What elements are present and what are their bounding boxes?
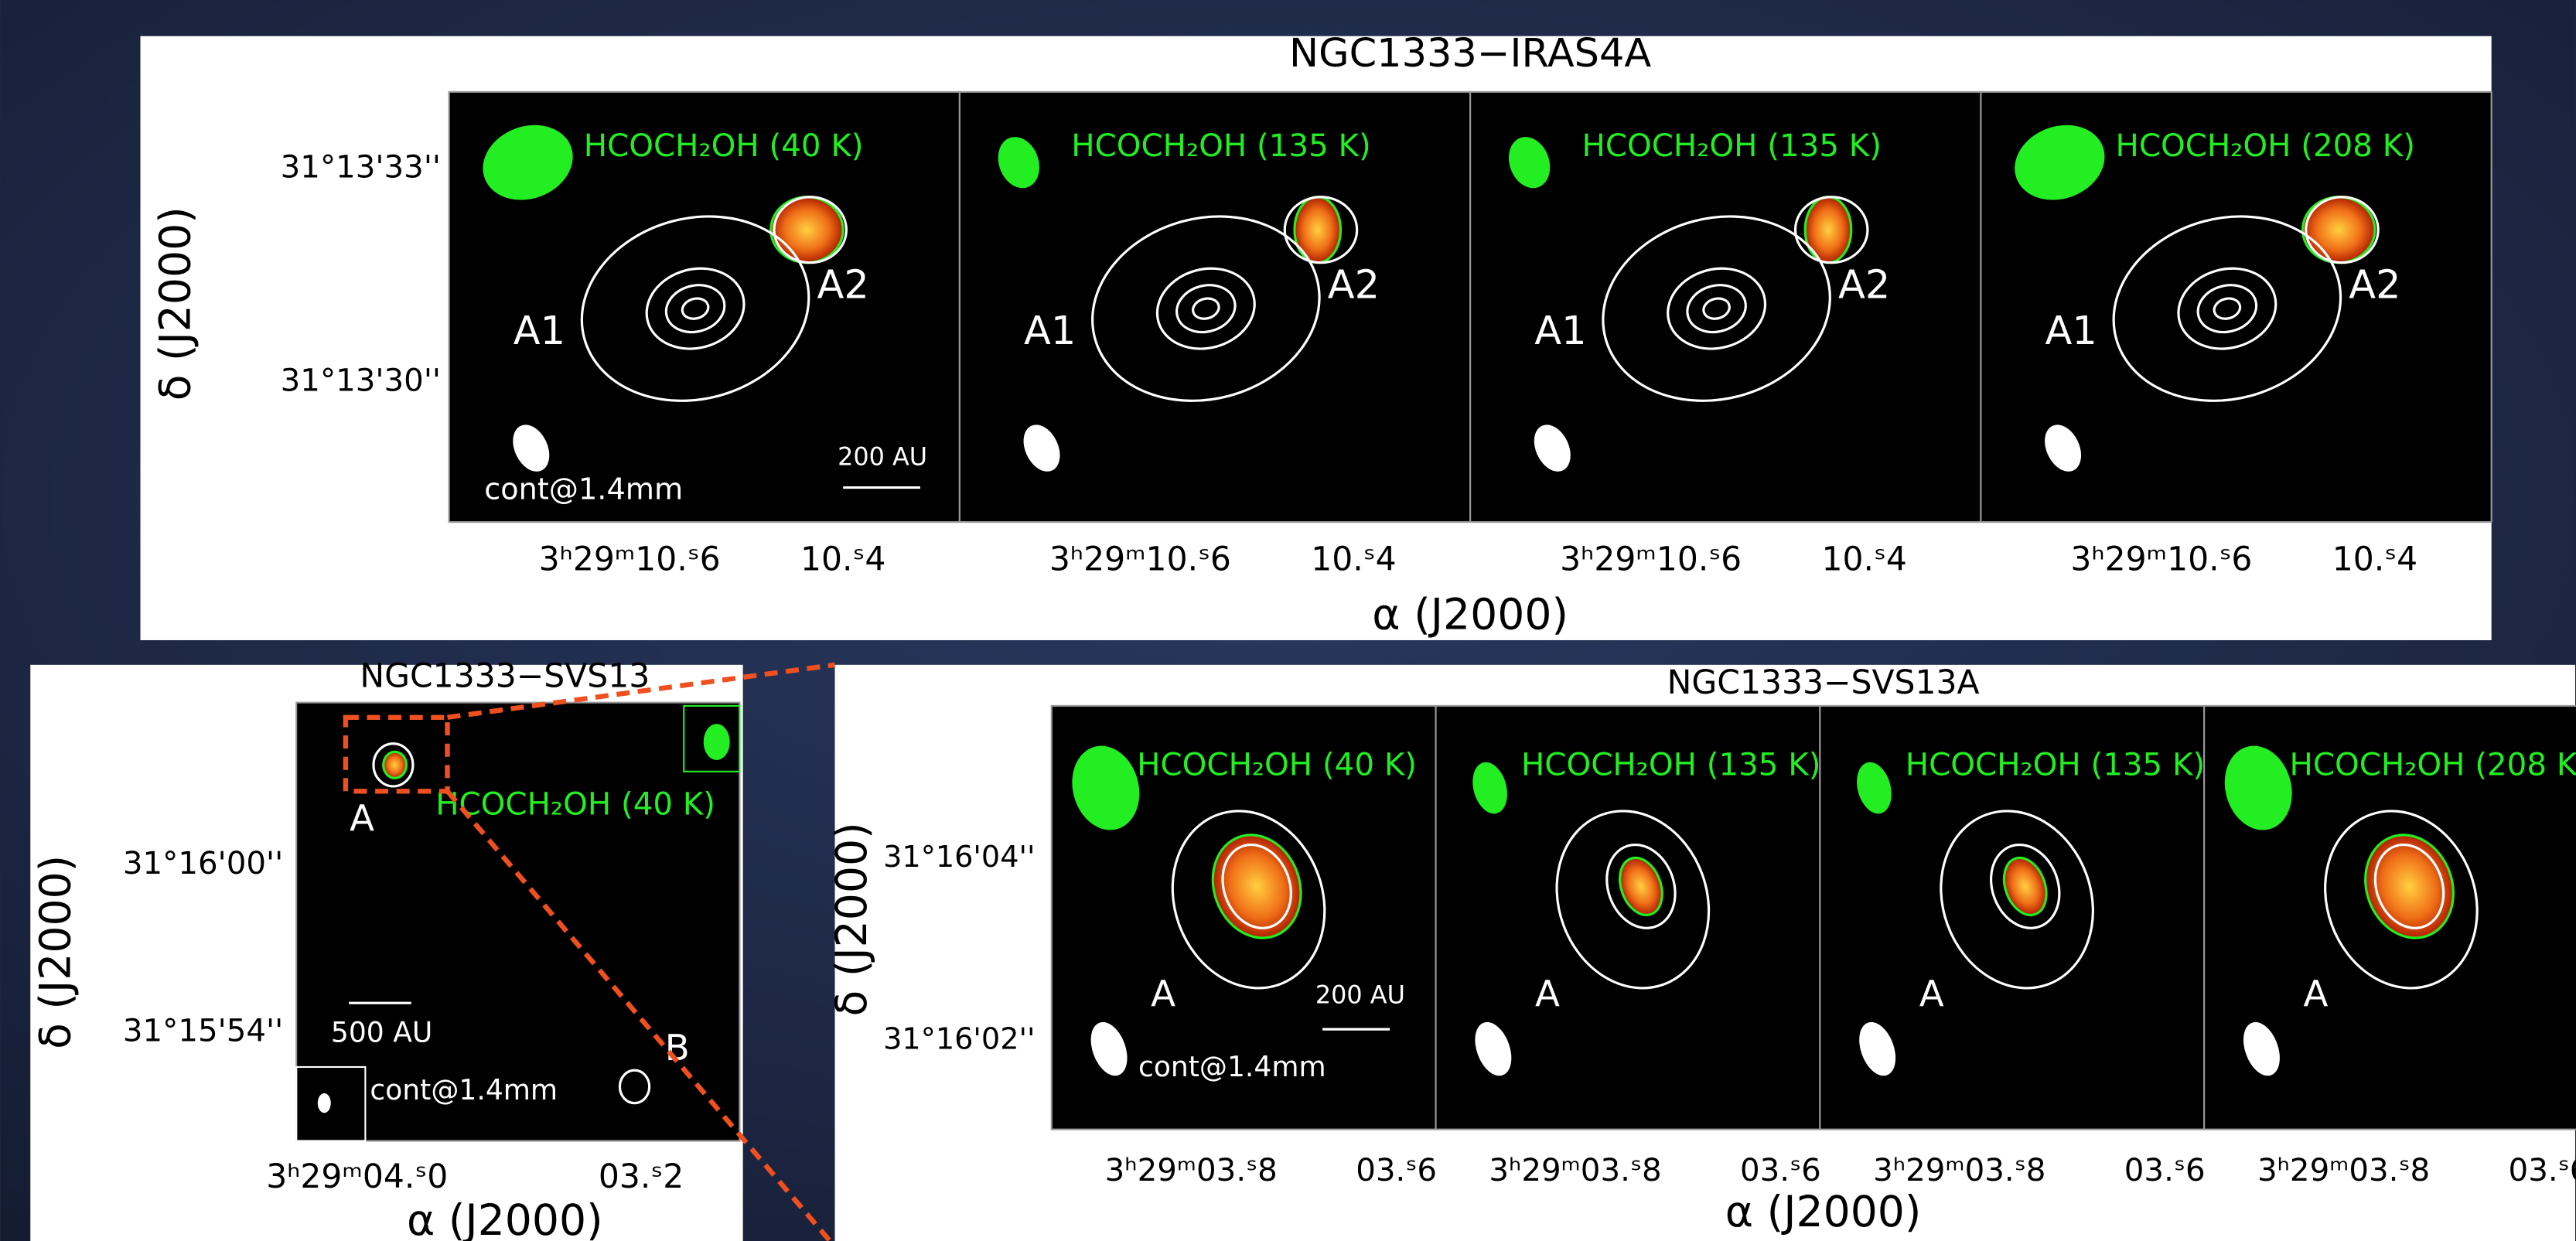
y-tick-label: 31°13'30'': [281, 363, 441, 399]
x-tick-label: 03.ˢ6: [1356, 1152, 1437, 1188]
x-tick-label: 10.ˢ4: [800, 541, 885, 579]
y-tick-label: 31°16'04'': [883, 840, 1035, 874]
panel-label: HCOCH₂OH (135 K): [1582, 128, 1882, 164]
source-label: A: [1151, 973, 1175, 1015]
source-label: A: [1535, 973, 1560, 1015]
blob: [1805, 197, 1851, 263]
source-label: A1: [1024, 309, 1076, 354]
x-tick-label: 3ʰ29ᵐ03.ˢ8: [2257, 1152, 2430, 1188]
x-tick-label: 10.ˢ4: [1311, 541, 1396, 579]
panel-label: HCOCH₂OH (208 K): [2115, 128, 2414, 164]
x-tick-label: 10.ˢ4: [2332, 541, 2417, 579]
blob: [384, 752, 407, 778]
x-tick-label: 3ʰ29ᵐ04.ˢ0: [266, 1158, 448, 1196]
panel-label: HCOCH₂OH (135 K): [1906, 746, 2205, 782]
panel-label: HCOCH₂OH (135 K): [1521, 746, 1820, 782]
blob: [2303, 197, 2375, 263]
x-tick-label: 10.ˢ4: [1821, 541, 1906, 579]
x-tick-label: 03.ˢ6: [2509, 1152, 2576, 1188]
panel-label: HCOCH₂OH (40 K): [584, 128, 864, 164]
y-tick-label: 31°16'02'': [883, 1022, 1035, 1056]
x-axis-label: α (J2000): [1372, 590, 1568, 639]
y-tick-label: 31°13'33'': [281, 149, 441, 186]
source-label: A2: [1328, 263, 1380, 309]
x-tick-label: 03.ˢ6: [2124, 1152, 2206, 1188]
source-label: A: [2304, 973, 2329, 1015]
y-axis-label: δ (J2000): [151, 206, 200, 401]
y-tick-label: 31°16'00'': [123, 845, 283, 881]
panel-label: HCOCH₂OH (208 K): [2290, 746, 2576, 782]
figure: NGC1333−IRAS4A 31°13'33'' 31°13'30'' δ (J20…: [0, 0, 2576, 1241]
blob: [771, 197, 843, 263]
title: NGC1333−SVS13: [360, 657, 650, 695]
x-tick-label: 3ʰ29ᵐ03.ˢ8: [1105, 1152, 1278, 1188]
source-label: A: [350, 798, 374, 840]
y-tick-label: 31°15'54'': [123, 1012, 283, 1048]
panel-label: HCOCH₂OH (135 K): [1071, 128, 1370, 164]
panel-label: HCOCH₂OH (40 K): [1137, 746, 1417, 782]
beam: [704, 724, 730, 760]
beam: [318, 1093, 331, 1113]
x-tick-label: 03.ˢ2: [599, 1158, 684, 1196]
page: NGC1333−IRAS4A 31°13'33'' 31°13'30'' δ (J20…: [0, 0, 2576, 1241]
continuum-label: cont@1.4mm: [370, 1074, 558, 1106]
source-label: A2: [1838, 263, 1890, 309]
source-label: A: [1919, 973, 1944, 1015]
blob: [1295, 197, 1340, 263]
x-tick-label: 3ʰ29ᵐ10.ˢ6: [2070, 541, 2252, 579]
panel-label: HCOCH₂OH (40 K): [435, 786, 715, 822]
continuum-label: cont@1.4mm: [484, 472, 683, 506]
x-tick-label: 3ʰ29ᵐ10.ˢ6: [539, 541, 721, 579]
x-tick-label: 3ʰ29ᵐ10.ˢ6: [1049, 541, 1231, 579]
y-axis-label: δ (J2000): [31, 855, 80, 1049]
source-label: B: [665, 1028, 690, 1069]
source-label: A2: [2349, 263, 2400, 309]
title: NGC1333−SVS13A: [1667, 664, 1980, 702]
scale-bar-label: 500 AU: [331, 1016, 432, 1048]
source-label: A1: [513, 309, 565, 354]
title: NGC1333−IRAS4A: [1289, 31, 1651, 77]
x-axis-label: α (J2000): [1725, 1188, 1922, 1237]
continuum-label: cont@1.4mm: [1138, 1051, 1326, 1083]
source-label: A1: [2045, 309, 2097, 354]
x-axis-label: α (J2000): [407, 1196, 603, 1241]
scale-bar-label: 200 AU: [1315, 980, 1405, 1010]
x-tick-label: 3ʰ29ᵐ10.ˢ6: [1560, 541, 1742, 579]
x-tick-label: 3ʰ29ᵐ03.ˢ8: [1873, 1152, 2045, 1188]
y-axis-label: δ (J2000): [827, 822, 877, 1016]
scale-bar-label: 200 AU: [838, 442, 927, 471]
x-tick-label: 03.ˢ6: [1740, 1152, 1821, 1188]
source-label: A2: [817, 263, 869, 309]
x-tick-label: 3ʰ29ᵐ03.ˢ8: [1489, 1152, 1661, 1188]
source-label: A1: [1534, 309, 1586, 354]
